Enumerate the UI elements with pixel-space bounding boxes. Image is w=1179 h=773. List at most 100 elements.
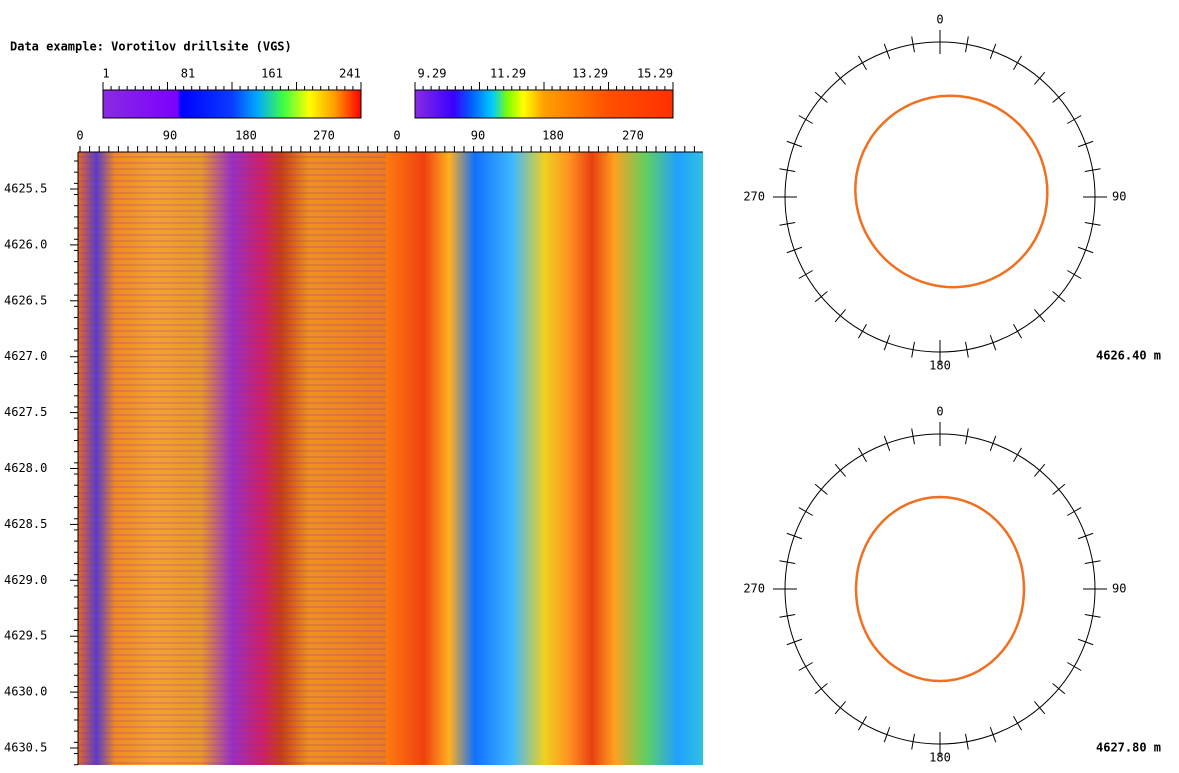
polar-tick [965,733,969,750]
azimuth-tick-label: 0 [393,129,400,143]
depth-tick-label: 4625.5 [4,182,47,196]
polar-label: 180 [929,359,951,373]
section-depth: 4626.40 m [1096,349,1161,363]
azimuth-tick-label: 180 [235,129,257,143]
polar-label: 0 [936,13,943,27]
polar-tick [779,168,796,172]
depth-tick-label: 4627.0 [4,349,47,363]
polar-tick [858,324,867,339]
polar-tick [1084,168,1101,172]
colorbar-tick-label: 13.29 [572,67,608,81]
polar-tick [858,447,867,462]
polar-label: 180 [929,751,951,765]
colorbar-tick-label: 15.29 [637,67,673,81]
azimuth-tick-label: 0 [76,129,83,143]
depth-tick-label: 4630.0 [4,685,47,699]
polar-tick [1077,638,1094,646]
polar-tick [779,560,796,564]
polar-label: 270 [743,582,765,596]
polar-tick [883,435,891,452]
colorbar-tick-label: 161 [261,67,283,81]
polar-tick [989,435,997,452]
polar-tick [965,428,969,445]
polar-frame [784,433,1096,745]
azimuth-tick-label: 180 [542,129,564,143]
polar-tick [834,309,846,323]
polar-tick [779,614,796,618]
polar-tick [814,483,828,495]
polar-tick [1067,270,1082,279]
polar-tick [786,140,803,148]
polar-tick [989,334,997,351]
amplitude-colorbar [102,89,362,119]
depth-tick-label: 4628.5 [4,517,47,531]
polar-label: 90 [1112,582,1126,596]
depth-tick-label: 4626.0 [4,237,47,251]
polar-tick [1034,71,1046,85]
polar-tick [814,291,828,303]
polar-label: 270 [743,190,765,204]
depth-tick-label: 4629.5 [4,629,47,643]
title: Data example: Vorotilov drillsite (VGS) [10,40,292,54]
colorbar-tick-label: 241 [339,67,361,81]
polar-tick [1052,483,1066,495]
depth-tick-label: 4627.5 [4,405,47,419]
polar-tick [834,701,846,715]
colorbar-tick-label: 1 [102,67,109,81]
polar-tick [1013,716,1022,731]
polar-tick [1067,115,1082,124]
borehole-outline [854,495,1026,683]
polar-tick [1077,532,1094,540]
polar-tick [1052,291,1066,303]
polar-tick [1084,614,1101,618]
polar-tick [883,334,891,351]
polar-tick [1013,55,1022,70]
borehole-outline [854,94,1049,289]
polar-tick [1084,222,1101,226]
polar-tick [798,270,813,279]
polar-frame [784,41,1096,353]
polar-tick [779,222,796,226]
polar-tick [911,341,915,358]
polar-tick [1034,463,1046,477]
azimuth-tick-label: 270 [313,129,335,143]
polar-tick [1034,701,1046,715]
depth-tick-label: 4629.0 [4,573,47,587]
traveltime-image [386,152,703,765]
polar-tick [1034,309,1046,323]
colorbar-tick-label: 11.29 [490,67,526,81]
polar-tick [1084,560,1101,564]
amplitude-texture [78,152,386,765]
depth-tick-label: 4626.5 [4,293,47,307]
azimuth-tick-label: 270 [622,129,644,143]
polar-tick [786,638,803,646]
polar-label: 0 [936,405,943,419]
polar-tick [798,662,813,671]
polar-tick [1052,683,1066,695]
polar-tick [1013,324,1022,339]
polar-tick [858,716,867,731]
polar-tick [883,726,891,743]
polar-tick [834,71,846,85]
polar-tick [989,43,997,60]
polar-tick [1077,140,1094,148]
polar-tick [814,91,828,103]
polar-tick [798,507,813,516]
depth-tick-label: 4630.5 [4,741,47,755]
polar-tick [965,341,969,358]
azimuth-tick-label: 90 [163,129,177,143]
polar-tick [1067,507,1082,516]
polar-tick [814,683,828,695]
polar-tick [1067,662,1082,671]
polar-tick [911,36,915,53]
polar-tick [911,428,915,445]
polar-tick [911,733,915,750]
polar-tick [965,36,969,53]
traveltime-colorbar [414,89,674,119]
azimuth-tick-label: 90 [471,129,485,143]
polar-label: 90 [1112,190,1126,204]
colorbar-tick-label: 81 [181,67,195,81]
polar-tick [858,55,867,70]
polar-tick [786,246,803,254]
